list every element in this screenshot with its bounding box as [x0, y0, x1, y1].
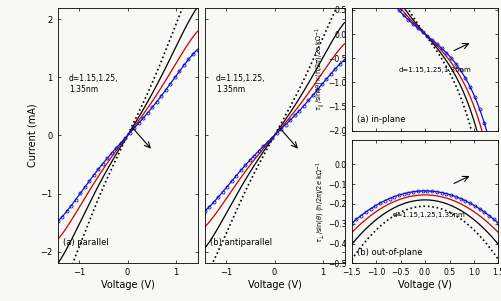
- X-axis label: Voltage (V): Voltage (V): [101, 280, 154, 290]
- Y-axis label: $\tau_\parallel$/sin($\theta$)$\times$(h/2$\pi$)/2e k$\Omega^{-1}$: $\tau_\parallel$/sin($\theta$)$\times$(h…: [314, 27, 327, 111]
- Text: d=1.15,1.25,1.35nm: d=1.15,1.25,1.35nm: [399, 67, 471, 73]
- Text: (a) in-plane: (a) in-plane: [358, 115, 406, 124]
- Text: (b) antiparallel: (b) antiparallel: [210, 238, 273, 247]
- X-axis label: Voltage (V): Voltage (V): [247, 280, 302, 290]
- Text: d=1.15,1.25,1.35nm: d=1.15,1.25,1.35nm: [393, 212, 465, 218]
- Text: (a) parallel: (a) parallel: [63, 238, 109, 247]
- X-axis label: Voltage (V): Voltage (V): [398, 280, 452, 290]
- Text: d=1.15,1.25,
1.35nm: d=1.15,1.25, 1.35nm: [69, 74, 118, 94]
- Text: (b) out-of-plane: (b) out-of-plane: [358, 248, 423, 257]
- Y-axis label: $\tau_\perp$/sin($\theta$) (h/2$\pi$)/2e k$\Omega^{-1}$: $\tau_\perp$/sin($\theta$) (h/2$\pi$)/2e…: [315, 161, 327, 243]
- Y-axis label: Current (mA): Current (mA): [28, 104, 38, 167]
- Text: d=1.15,1.25,
1.35nm: d=1.15,1.25, 1.35nm: [216, 74, 266, 94]
